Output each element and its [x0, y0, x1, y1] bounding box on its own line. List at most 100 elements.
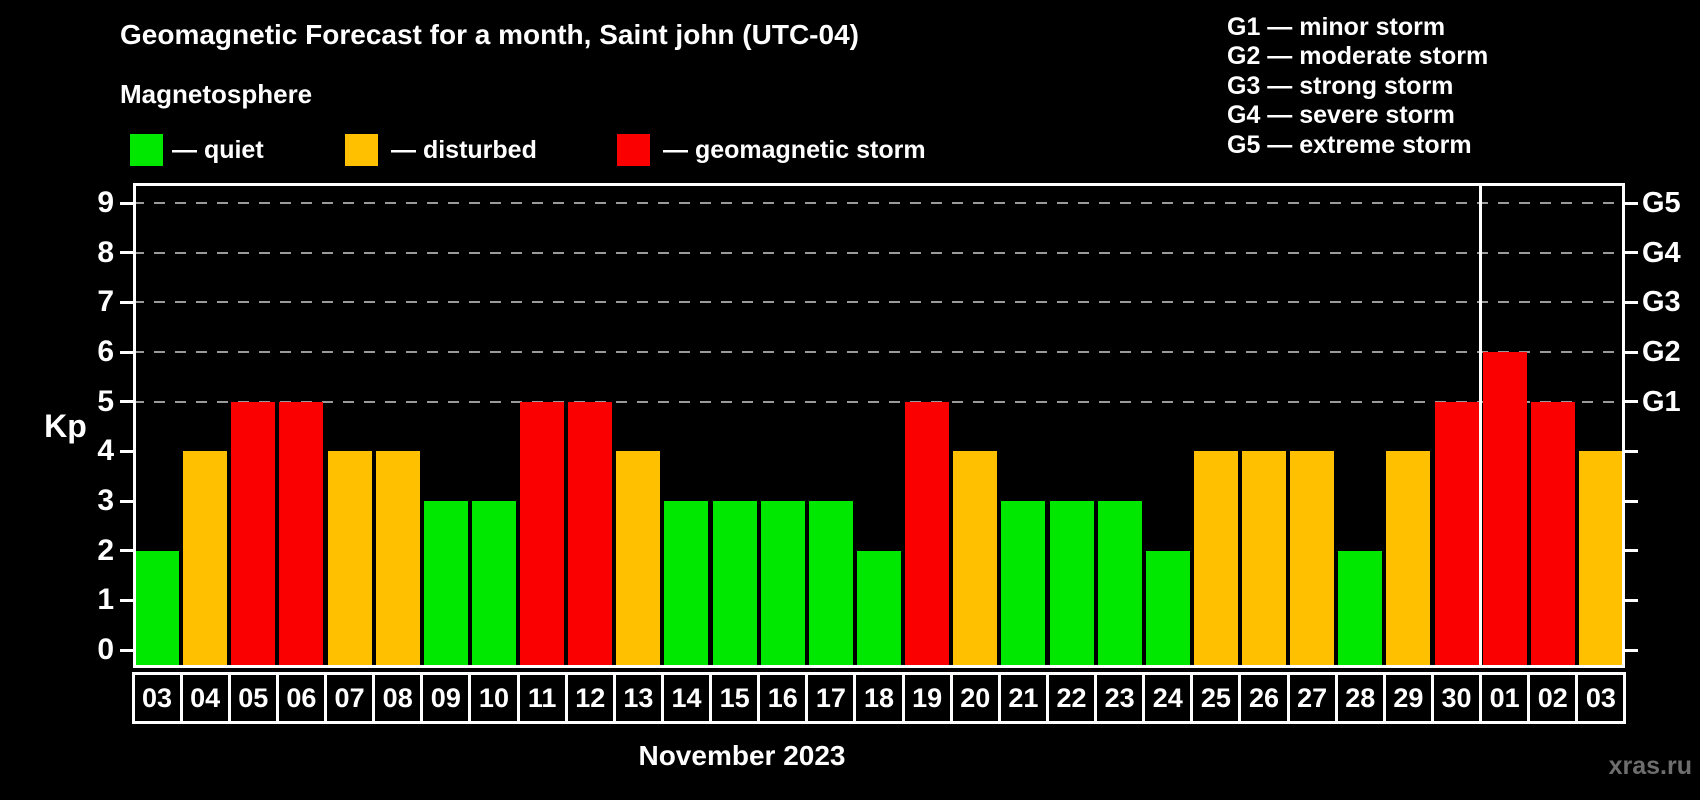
day-label-20-23: 23 [1094, 672, 1146, 724]
y-tick-right-8 [1625, 251, 1638, 255]
y-tick-label-9: 9 [97, 186, 114, 219]
y-tick-left-3 [120, 499, 133, 503]
day-label-23-26: 26 [1238, 672, 1290, 724]
g-legend-line-g4: G4 — severe storm [1227, 101, 1455, 130]
day-label-27-30: 30 [1430, 672, 1483, 724]
day-label-6-09: 09 [420, 672, 472, 724]
kp-bar-03 [1578, 451, 1623, 668]
day-label-13-16: 16 [757, 672, 809, 724]
kp-bar-23 [1097, 501, 1142, 668]
g-legend-line-g1: G1 — minor storm [1227, 13, 1446, 41]
day-label-26-29: 29 [1382, 672, 1434, 724]
day-label-5-08: 08 [372, 672, 424, 724]
y-tick-label-7: 7 [97, 285, 114, 319]
g-axis-label-G3: G3 [1642, 286, 1681, 319]
y-tick-right-0 [1625, 648, 1638, 652]
day-label-7-10: 10 [468, 672, 520, 724]
y-tick-left-6 [120, 350, 133, 354]
kp-bar-18 [857, 550, 901, 668]
kp-bar-26 [1242, 451, 1287, 668]
y-tick-left-0 [120, 648, 133, 652]
y-tick-label-4: 4 [97, 434, 114, 468]
kp-bar-16 [760, 501, 805, 668]
day-label-3-06: 06 [275, 672, 327, 724]
kp-bar-05 [231, 401, 276, 668]
y-tick-left-4 [120, 449, 133, 453]
y-tick-left-5 [120, 400, 133, 404]
g-legend-line-g3: G3 — strong storm [1227, 71, 1454, 100]
kp-bar-11 [520, 401, 565, 668]
y-tick-right-1 [1625, 598, 1638, 602]
kp-bar-12 [568, 401, 613, 668]
legend-swatch-storm-icon [617, 134, 650, 166]
day-label-1-04: 04 [179, 672, 231, 724]
kp-bar-07 [327, 451, 372, 668]
day-label-14-17: 17 [805, 672, 857, 724]
day-label-24-27: 27 [1286, 672, 1338, 724]
y-tick-right-9 [1625, 201, 1638, 205]
y-tick-label-5: 5 [97, 384, 114, 418]
gridline-kp8 [133, 251, 1625, 254]
kp-bar-29 [1386, 451, 1431, 668]
y-tick-left-2 [120, 549, 133, 553]
day-label-29-02: 02 [1527, 672, 1579, 724]
plot-area [133, 183, 1625, 668]
kp-bar-01 [1482, 352, 1527, 668]
chart-subtitle: Magnetosphere [120, 79, 313, 109]
legend-swatch-quiet-icon [130, 134, 163, 166]
day-label-30-03: 03 [1575, 672, 1627, 724]
watermark: xras.ru [1608, 752, 1692, 780]
day-label-row: 03 04 05 06 07 08 09 10 11 12 13 14 15 16 17 18 19 20 21 22… [131, 672, 1629, 724]
gridline-kp6 [133, 351, 1625, 353]
g-axis-label-G5: G5 [1642, 187, 1681, 219]
day-label-12-15: 15 [709, 672, 761, 724]
y-axis-title: Kp [44, 408, 87, 444]
chart-title: Geomagnetic Forecast for a month, Saint … [120, 19, 859, 50]
day-label-21-24: 24 [1142, 672, 1194, 724]
kp-bar-24 [1145, 550, 1190, 668]
day-label-16-19: 19 [901, 672, 953, 724]
day-label-19-22: 22 [1045, 672, 1098, 724]
g-legend-line-g5: G5 — extreme storm [1227, 130, 1472, 159]
day-label-8-11: 11 [516, 672, 568, 724]
kp-bar-30 [1434, 401, 1479, 668]
kp-bar-15 [712, 501, 757, 668]
kp-bar-03 [135, 550, 180, 668]
day-label-22-25: 25 [1190, 672, 1242, 724]
day-label-2-05: 05 [227, 672, 279, 724]
day-label-10-13: 13 [612, 672, 664, 724]
g-scale-legend: G1 — minor storm G2 — moderate storm G3 … [1227, 13, 1488, 160]
day-label-15-18: 18 [853, 672, 905, 724]
kp-bar-04 [183, 451, 228, 668]
y-tick-left-8 [120, 251, 133, 255]
kp-bar-13 [616, 451, 661, 668]
legend-swatch-disturbed-icon [345, 134, 378, 166]
y-tick-label-1: 1 [97, 583, 114, 617]
month-divider [1479, 183, 1483, 668]
y-tick-left-7 [120, 300, 133, 304]
kp-bar-14 [664, 501, 709, 668]
kp-bar-27 [1290, 451, 1335, 668]
y-tick-label-0: 0 [97, 633, 114, 666]
day-label-4-07: 07 [324, 672, 376, 724]
x-axis-title: November 2023 [638, 740, 846, 771]
kp-bar-20 [953, 451, 998, 668]
kp-bar-28 [1338, 550, 1383, 668]
y-tick-left-1 [120, 598, 133, 602]
g-axis-label-G4: G4 [1642, 236, 1681, 269]
day-label-17-20: 20 [949, 672, 1001, 724]
gridline-kp7 [133, 301, 1625, 304]
kp-bar-10 [471, 501, 516, 668]
y-tick-right-3 [1625, 499, 1638, 503]
y-tick-label-6: 6 [97, 335, 114, 368]
legend-label-quiet: — quiet [172, 136, 264, 164]
day-label-18-21: 21 [997, 672, 1049, 724]
gridline-kp5 [133, 400, 1625, 403]
kp-bar-17 [808, 501, 853, 668]
y-tick-left-9 [120, 201, 133, 205]
day-label-9-12: 12 [564, 672, 616, 724]
g-axis-label-G1: G1 [1642, 385, 1681, 418]
day-label-11-14: 14 [660, 672, 713, 724]
y-tick-right-7 [1625, 300, 1638, 304]
